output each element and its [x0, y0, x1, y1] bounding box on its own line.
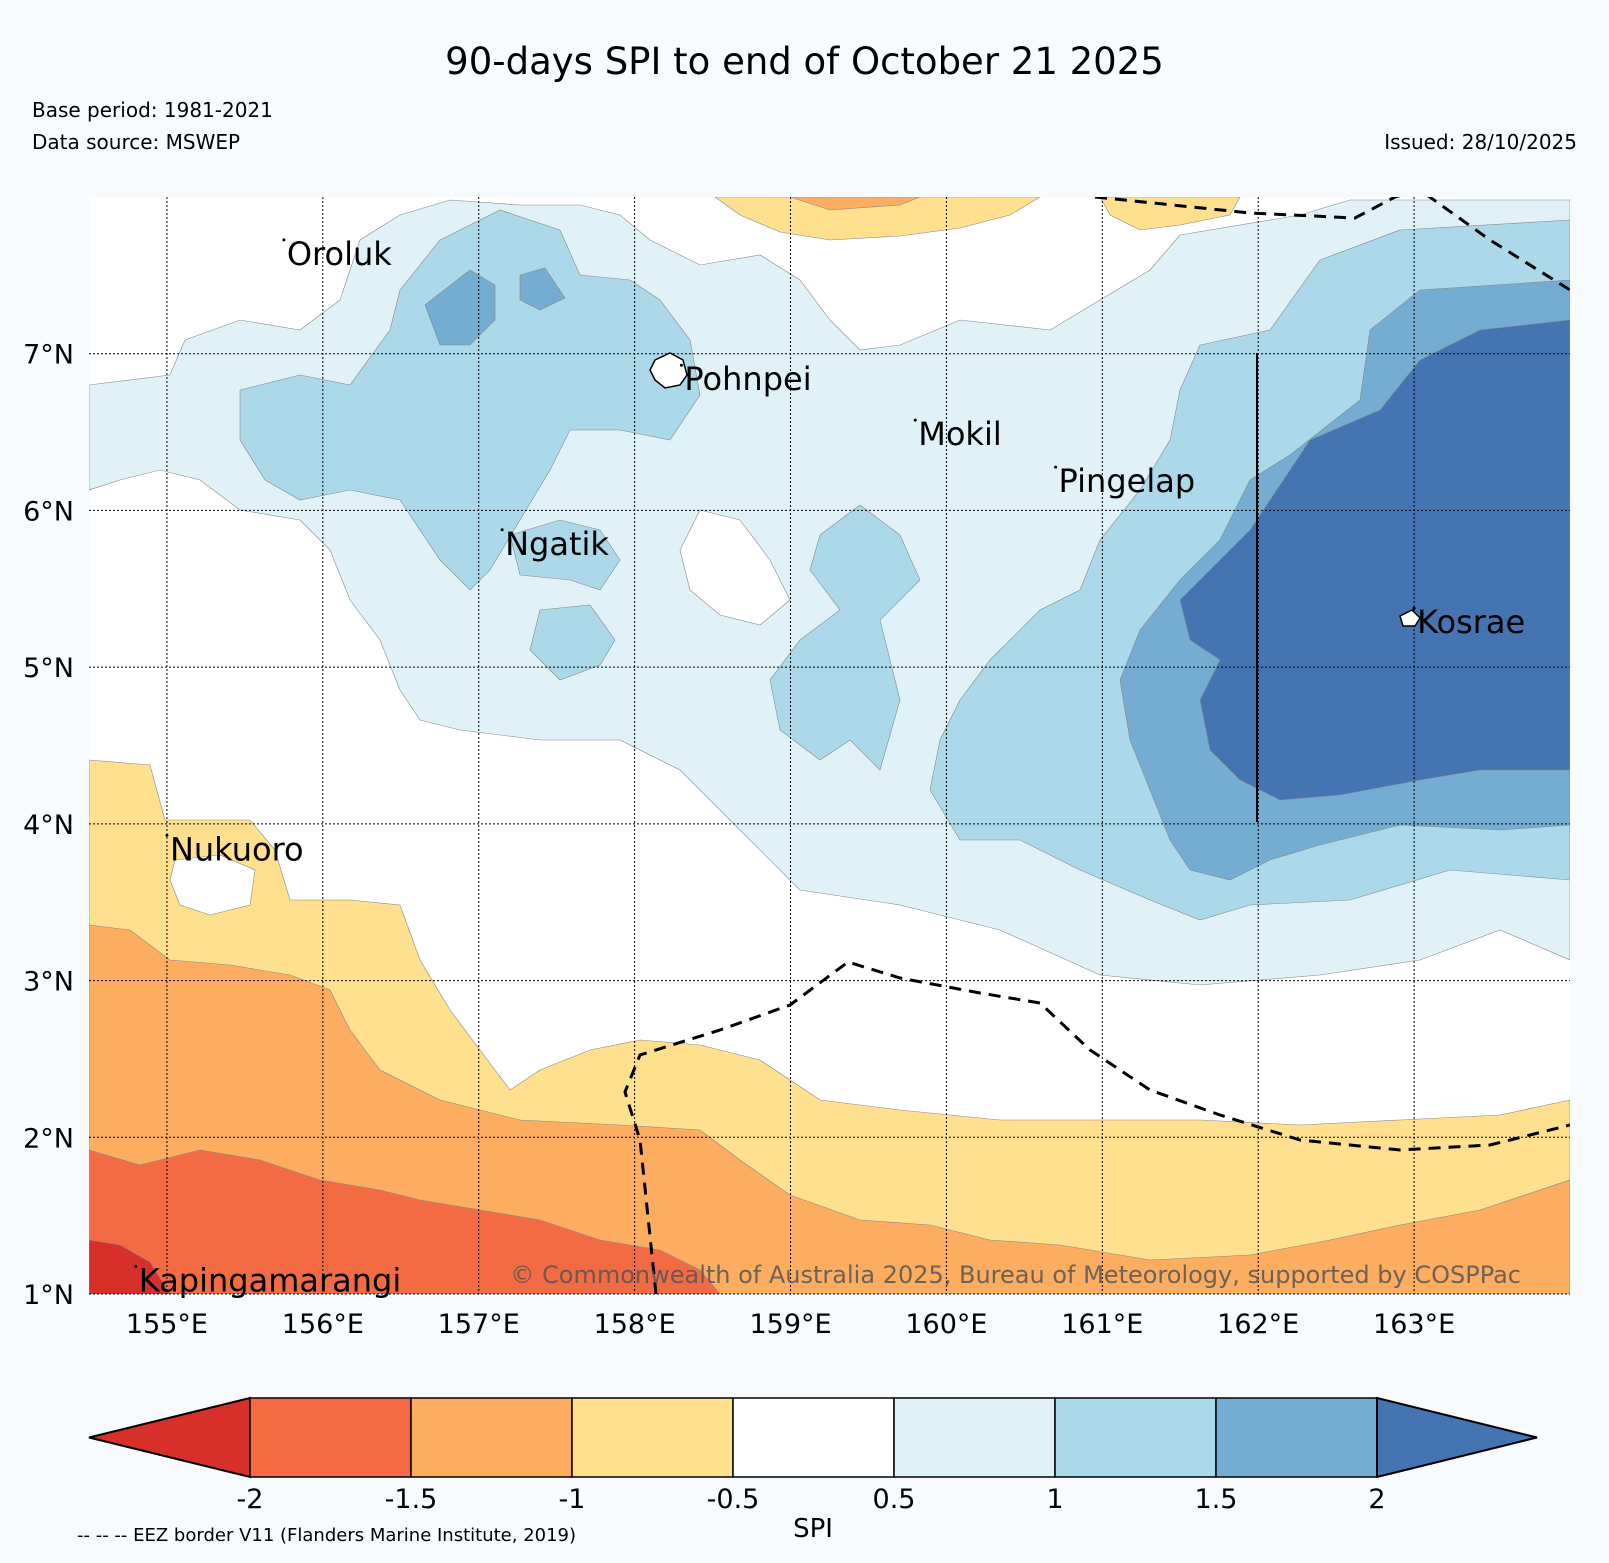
eez-borders — [623, 197, 1570, 1294]
spi-area-1-1.5-patch1 — [509, 519, 621, 591]
spi-area-below-neg2 — [89, 1239, 171, 1294]
lon-tick-label: 156°E — [282, 1309, 364, 1340]
spi-area-neg1-neg1.5 — [89, 924, 1570, 1294]
lat-tick-label: 5°N — [23, 653, 74, 684]
copyright-text: © Commonwealth of Australia 2025, Bureau… — [510, 1261, 1521, 1289]
latitude-tick-labels: 7°N 6°N 5°N 4°N 3°N 2°N 1°N — [23, 340, 74, 1311]
place-labels: Oroluk Pohnpei Mokil Pingelap Ngatik Kosrae Nu… — [134, 235, 1525, 1299]
place-label: Mokil — [918, 415, 1002, 453]
place-marker — [1054, 465, 1058, 469]
lat-tick-label: 3°N — [23, 967, 74, 998]
lon-tick-label: 162°E — [1217, 1309, 1299, 1340]
place-label: Ngatik — [505, 525, 609, 563]
lon-tick-label: 159°E — [749, 1309, 831, 1340]
lat-tick-label: 2°N — [23, 1123, 74, 1154]
place-marker — [1412, 606, 1416, 610]
base-period-text: Base period: 1981-2021 — [32, 98, 273, 122]
spi-area-1-1.5-center — [769, 504, 921, 771]
place-label: Pingelap — [1059, 462, 1196, 500]
eez-border-south — [623, 960, 1570, 1294]
spi-area-1.5-2-patch2 — [519, 267, 566, 311]
spi-area-1-1.5-west — [239, 209, 701, 591]
spi-area-neg1.5-neg2 — [89, 1149, 721, 1294]
place-label: Pohnpei — [684, 360, 811, 398]
spi-area-neutral-nukuoro-hole — [169, 854, 256, 916]
place-marker — [679, 363, 683, 367]
lon-tick-label: 155°E — [126, 1309, 208, 1340]
lat-tick-label: 6°N — [23, 496, 74, 527]
kosrae-island-outline — [1399, 609, 1421, 627]
lon-tick-label: 160°E — [905, 1309, 987, 1340]
place-label: Kosrae — [1417, 603, 1525, 641]
map-title: 90-days SPI to end of October 21 2025 — [445, 40, 1164, 83]
data-source-text: Data source: MSWEP — [32, 130, 241, 154]
issued-date-text: Issued: 28/10/2025 — [1384, 130, 1577, 154]
lat-tick-label: 7°N — [23, 340, 74, 371]
spi-field — [89, 197, 1570, 1294]
place-marker — [500, 528, 504, 532]
longitude-tick-labels: 155°E 156°E 157°E 158°E 159°E 160°E 161°E 162°E… — [126, 1309, 1455, 1340]
lat-tick-label: 4°N — [23, 810, 74, 841]
place-marker — [282, 238, 286, 242]
place-marker — [165, 833, 169, 837]
spi-area-neg1-neg1.5-north — [789, 197, 921, 211]
lon-tick-label: 163°E — [1373, 1309, 1455, 1340]
spi-area-neg0.5-neg1-north-west — [714, 197, 1041, 241]
place-label: Kapingamarangi — [139, 1261, 401, 1299]
pohnpei-island-outline — [649, 352, 688, 389]
spi-area-neg0.5-neg1-north-east — [1099, 197, 1241, 231]
place-label: Nukuoro — [170, 830, 304, 868]
spi-area-above-2 — [1179, 319, 1570, 801]
lon-tick-label: 158°E — [594, 1309, 676, 1340]
place-marker — [134, 1264, 138, 1268]
lon-tick-label: 157°E — [438, 1309, 520, 1340]
lon-tick-label: 161°E — [1061, 1309, 1143, 1340]
place-marker — [913, 418, 917, 422]
lat-tick-label: 1°N — [23, 1280, 74, 1311]
spi-area-1.5-2-patch1 — [424, 269, 496, 346]
spi-area-1-1.5-patch2 — [529, 604, 616, 681]
graticule — [89, 197, 1570, 1295]
spi-area-neutral-hole — [679, 509, 791, 626]
place-label: Oroluk — [287, 235, 392, 273]
